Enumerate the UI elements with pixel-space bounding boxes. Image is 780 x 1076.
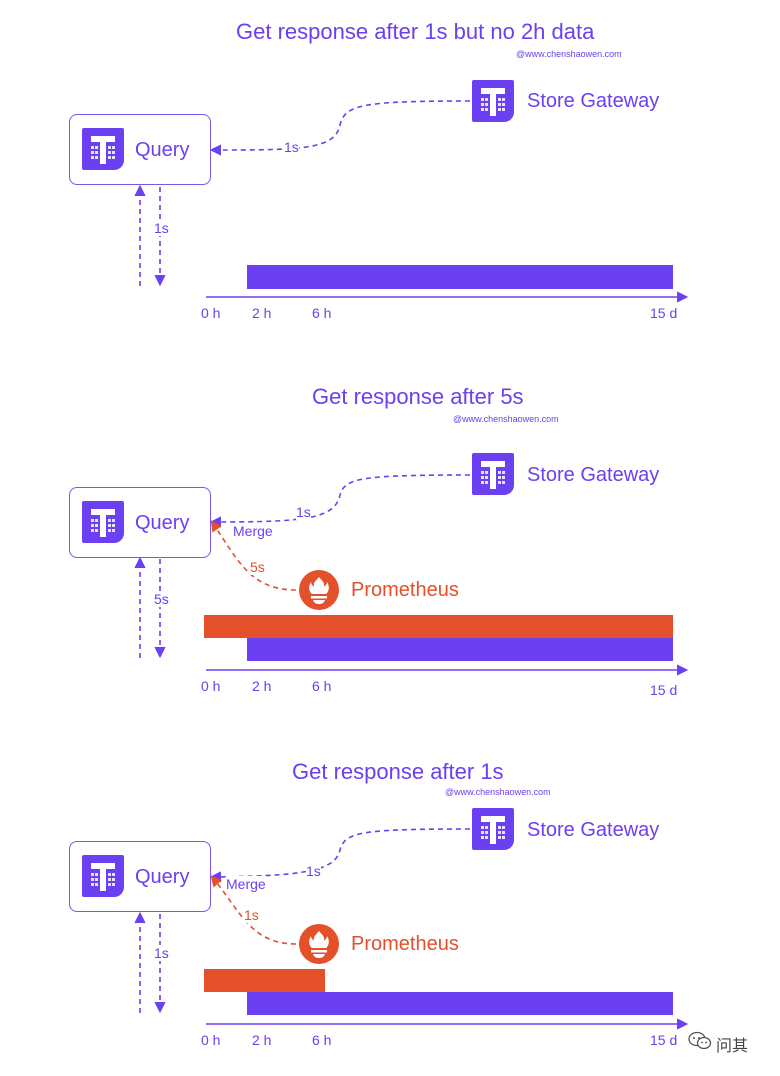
store-edge-label: 1s bbox=[306, 863, 321, 879]
prometheus-label: Prometheus bbox=[351, 933, 459, 955]
query-node[interactable]: Query bbox=[69, 841, 211, 912]
store-to-query-line bbox=[209, 100, 471, 156]
tick-label: 15 d bbox=[650, 682, 678, 698]
store-gateway-icon bbox=[472, 453, 514, 495]
store-gateway-label: Store Gateway bbox=[527, 90, 660, 112]
tick-label: 6 h bbox=[312, 678, 332, 694]
merge-label: Merge bbox=[226, 876, 266, 892]
prometheus-edge-label: 1s bbox=[244, 907, 259, 923]
prometheus-to-query-line bbox=[210, 520, 297, 591]
thanos-query-icon bbox=[82, 501, 124, 543]
tick-label: 15 d bbox=[650, 1032, 678, 1048]
store-gateway-label: Store Gateway bbox=[527, 464, 660, 486]
response-time-label: 1s bbox=[154, 945, 169, 961]
prometheus-icon bbox=[299, 570, 339, 610]
prometheus-edge-label: 5s bbox=[250, 559, 265, 575]
wechat-icon bbox=[688, 1031, 712, 1056]
credit-text: @www.chenshaowen.com bbox=[516, 49, 622, 59]
prometheus-icon bbox=[299, 924, 339, 964]
thanos-query-icon bbox=[82, 128, 124, 170]
store-gateway-label: Store Gateway bbox=[527, 819, 660, 841]
tick-label: 0 h bbox=[201, 1032, 221, 1048]
tick-label: 2 h bbox=[252, 678, 272, 694]
store-gateway-data-bar bbox=[247, 638, 673, 661]
tick-label: 2 h bbox=[252, 1032, 272, 1048]
panel-title: Get response after 1s bbox=[292, 759, 504, 784]
tick-label: 15 d bbox=[650, 305, 678, 321]
query-label: Query bbox=[135, 866, 190, 888]
store-to-query-line bbox=[209, 474, 471, 528]
thanos-query-icon bbox=[82, 855, 124, 897]
store-gateway-icon bbox=[472, 808, 514, 850]
tick-label: 2 h bbox=[252, 305, 272, 321]
panel-title: Get response after 1s but no 2h data bbox=[236, 19, 595, 44]
panel-title: Get response after 5s bbox=[312, 384, 524, 409]
store-gateway-icon bbox=[472, 80, 514, 122]
store-gateway-data-bar bbox=[247, 265, 673, 289]
store-to-query-line bbox=[209, 828, 471, 883]
response-time-label: 1s bbox=[154, 220, 169, 236]
query-node[interactable]: Query bbox=[69, 487, 211, 558]
prometheus-label: Prometheus bbox=[351, 579, 459, 601]
credit-text: @www.chenshaowen.com bbox=[453, 414, 559, 424]
store-edge-label: 1s bbox=[296, 504, 311, 520]
watermark-text: 问其 bbox=[716, 1038, 749, 1055]
store-edge-label: 1s bbox=[284, 139, 299, 155]
tick-label: 6 h bbox=[312, 305, 332, 321]
query-node[interactable]: Query bbox=[69, 114, 211, 185]
prometheus-data-bar bbox=[204, 969, 325, 992]
credit-text: @www.chenshaowen.com bbox=[445, 787, 551, 797]
query-label: Query bbox=[135, 512, 190, 534]
query-label: Query bbox=[135, 139, 190, 161]
response-time-label: 5s bbox=[154, 591, 169, 607]
tick-label: 0 h bbox=[201, 678, 221, 694]
prometheus-data-bar bbox=[204, 615, 673, 638]
merge-label: Merge bbox=[233, 523, 273, 539]
store-gateway-data-bar bbox=[247, 992, 673, 1015]
tick-label: 0 h bbox=[201, 305, 221, 321]
tick-label: 6 h bbox=[312, 1032, 332, 1048]
